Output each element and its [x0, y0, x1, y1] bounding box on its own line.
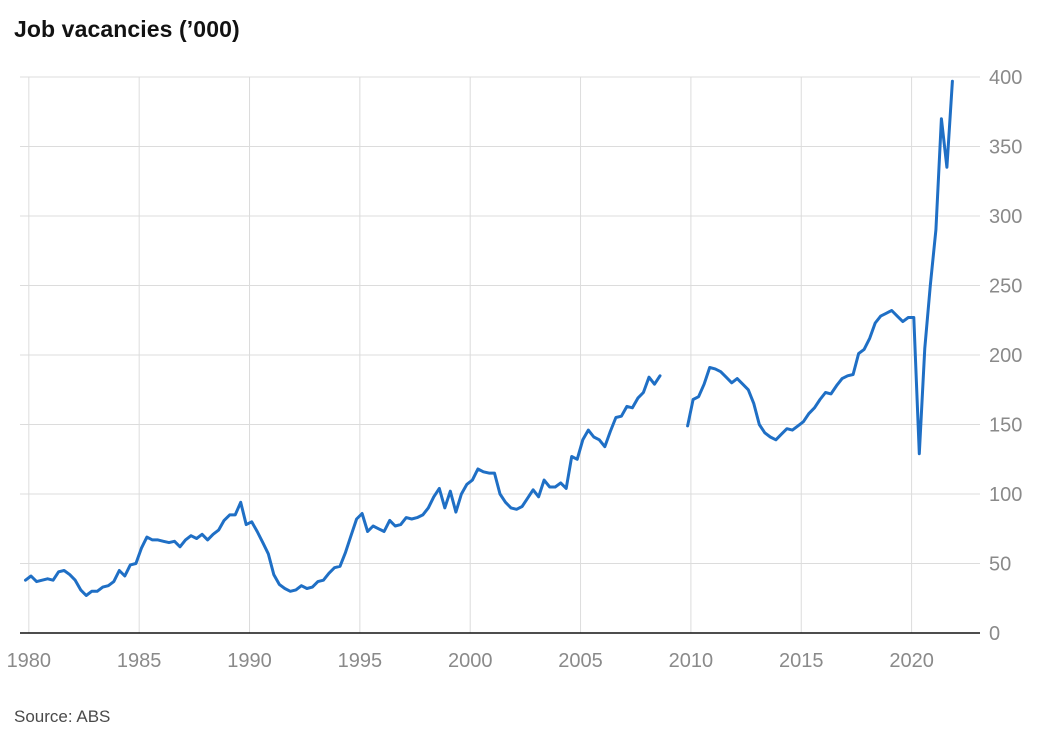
gridlines: [20, 76, 980, 633]
y-tick-label: 250: [989, 276, 1022, 298]
y-tick-label: 350: [989, 137, 1022, 159]
series-lines: [24, 79, 954, 597]
x-tick-label: 2015: [779, 650, 824, 672]
y-tick-label: 50: [989, 554, 1011, 576]
y-tick-label: 400: [989, 67, 1022, 89]
x-tick-label: 2005: [558, 650, 603, 672]
y-tick-label: 300: [989, 206, 1022, 228]
series-line-segment: [686, 79, 954, 456]
x-tick-label: 2010: [669, 650, 714, 672]
series-line-segment: [24, 374, 662, 597]
y-tick-label: 150: [989, 415, 1022, 437]
source-note: Source: ABS: [14, 707, 111, 726]
x-tick-label: 1995: [338, 650, 383, 672]
x-tick-label: 1990: [227, 650, 272, 672]
x-tick-label: 1980: [7, 650, 52, 672]
x-tick-label: 2020: [889, 650, 934, 672]
x-tick-label: 1985: [117, 650, 162, 672]
y-tick-label: 0: [989, 623, 1000, 645]
chart-title: Job vacancies (’000): [14, 16, 240, 42]
x-tick-label: 2000: [448, 650, 493, 672]
y-tick-label: 100: [989, 484, 1022, 506]
y-tick-label: 200: [989, 345, 1022, 367]
axes: 0 50 100 150 200 250 300 350 400 1980 1985 1990 1995…: [7, 67, 1023, 672]
